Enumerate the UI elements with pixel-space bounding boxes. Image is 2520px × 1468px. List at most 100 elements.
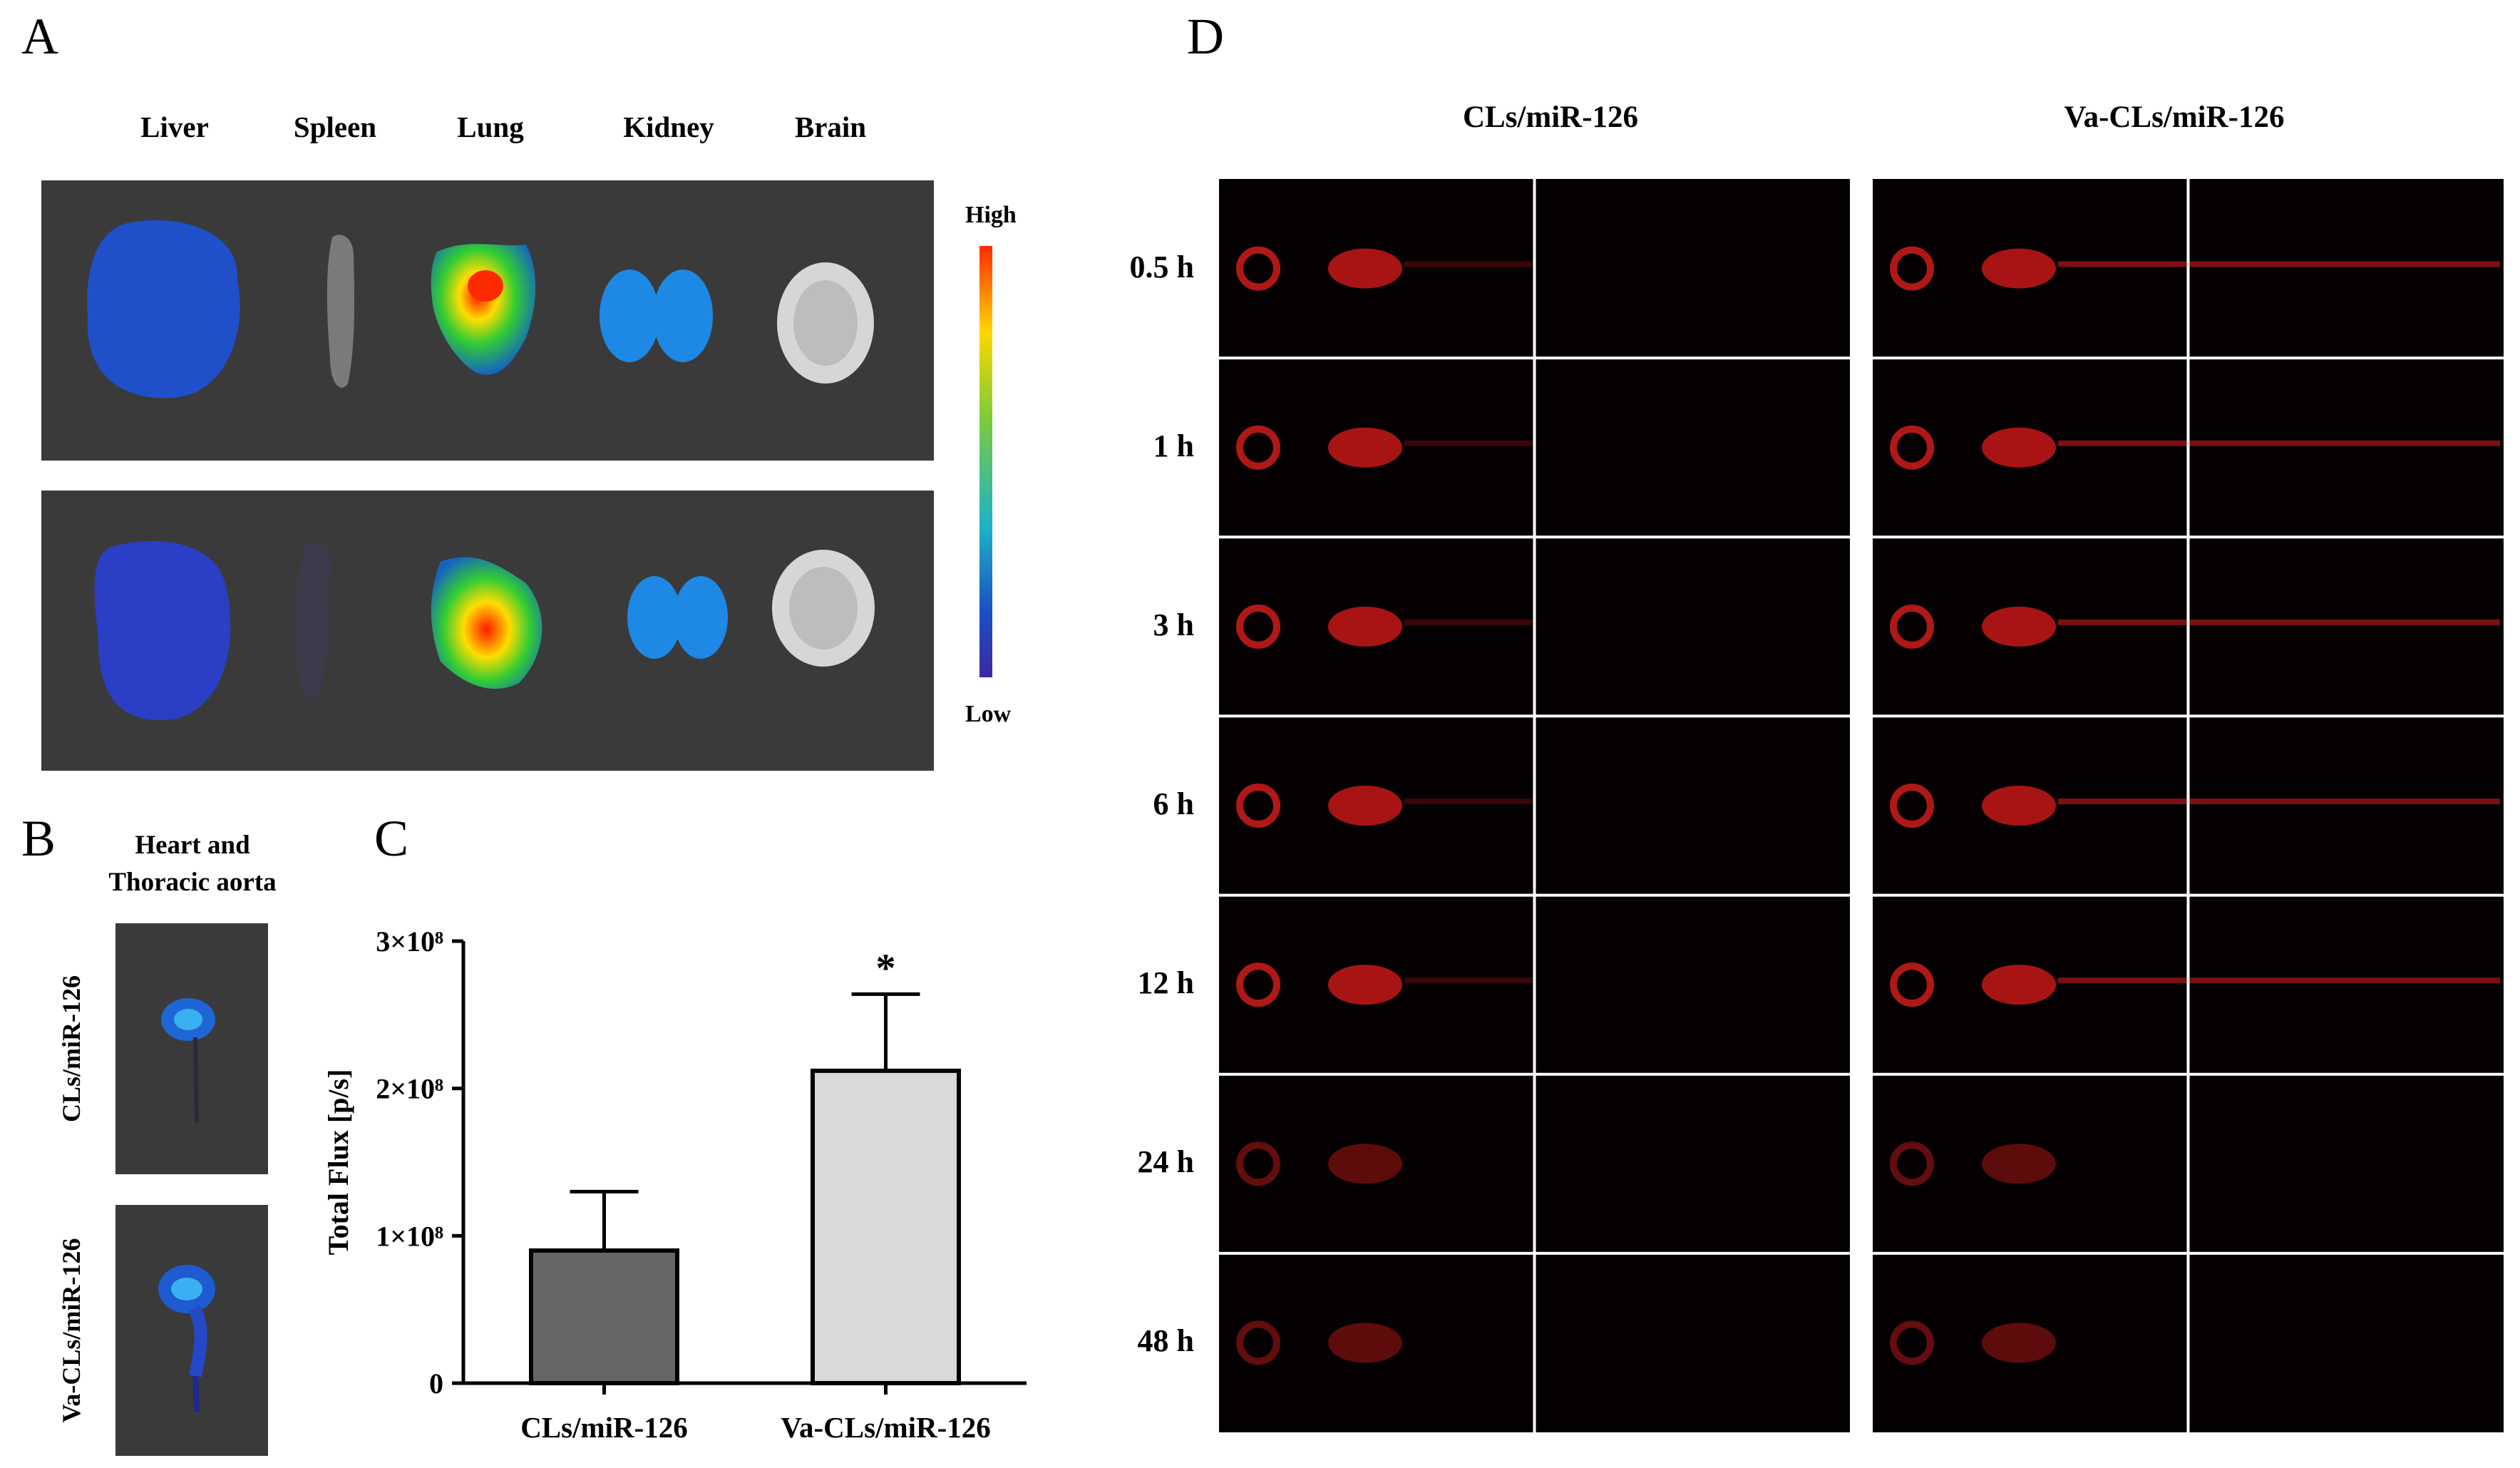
organ-label-spleen: Spleen	[293, 111, 377, 143]
fish-yolk	[1982, 1144, 2056, 1184]
panel-b-group-label-cls: CLs/miR-126	[57, 975, 86, 1122]
scale-low-label: Low	[965, 701, 1012, 727]
fish-yolk	[1328, 1323, 1402, 1363]
fish-yolk	[1328, 786, 1402, 826]
y-tick-label: 1×10⁸	[376, 1220, 443, 1252]
panel-b-title-line2: Thoracic aorta	[108, 868, 277, 897]
y-tick-label: 3×10⁸	[376, 925, 443, 958]
x-tick-label: Va-CLs/miR-126	[781, 1411, 991, 1444]
panel-d-letter: D	[1187, 8, 1224, 65]
organ-image-top	[41, 180, 934, 461]
fish-eye	[1236, 784, 1280, 828]
zebrafish-row	[1236, 604, 1533, 649]
fish-eye	[1890, 963, 1934, 1007]
fish-trunk-signal	[1404, 440, 1533, 446]
y-axis-label: Total Flux [p/s]	[322, 1069, 354, 1256]
zebrafish-row	[1236, 1320, 1402, 1365]
fish-trunk-signal	[1404, 977, 1533, 984]
fish-yolk	[1328, 248, 1402, 289]
fish-eye	[1890, 1320, 1934, 1365]
organ-image-bottom	[41, 491, 934, 771]
timepoint-label: 6 h	[1153, 786, 1194, 821]
fish-trunk-signal	[1404, 619, 1533, 625]
fish-yolk	[1982, 427, 2056, 468]
fish-eye	[1890, 425, 1934, 470]
panel-b-title-line1: Heart and	[135, 831, 250, 860]
fish-trunk-signal	[2058, 977, 2500, 984]
timepoint-label: 12 h	[1137, 965, 1194, 1001]
organ-image-bottom-drawing	[94, 540, 875, 720]
zebrafish-row	[1890, 604, 2500, 649]
zebrafish-row	[1890, 246, 2500, 291]
fish-eye	[1236, 425, 1280, 470]
fish-eye	[1236, 604, 1280, 649]
panel-b-letter: B	[21, 810, 56, 867]
y-tick-label: 2×10⁸	[376, 1073, 443, 1105]
fish-yolk	[1982, 786, 2056, 826]
fish-eye	[1236, 1320, 1280, 1365]
zebrafish-row	[1890, 1320, 2056, 1365]
fish-yolk	[1982, 606, 2056, 647]
organ-label-brain: Brain	[794, 111, 867, 143]
fish-yolk	[1982, 1323, 2056, 1363]
organ-label-lung: Lung	[457, 111, 524, 143]
y-tick-label: 0	[429, 1367, 443, 1400]
x-tick-label: CLs/miR-126	[520, 1411, 688, 1444]
bar	[529, 1248, 679, 1385]
fish-trunk-signal	[2058, 799, 2500, 804]
timepoint-label: 3 h	[1153, 607, 1194, 642]
fish-image-grid-cls	[1219, 179, 1850, 1432]
fish-eye	[1236, 246, 1280, 291]
zebrafish-row	[1236, 963, 1533, 1007]
timepoint-label: 0.5 h	[1129, 249, 1194, 284]
zebrafish-row	[1890, 784, 2500, 828]
organ-label-liver: Liver	[140, 111, 209, 143]
fish-eye	[1890, 246, 1934, 291]
heart-image-va-cls	[115, 1205, 268, 1456]
zebrafish-row	[1236, 784, 1533, 828]
zebrafish-row	[1890, 1141, 2056, 1186]
fish-yolk	[1328, 1144, 1402, 1184]
fish-trunk-signal	[1404, 799, 1533, 804]
fish-image-grid-va-cls	[1873, 179, 2504, 1432]
significance-marker: *	[876, 946, 896, 990]
intensity-color-scale	[979, 246, 992, 677]
fish-eye	[1890, 784, 1934, 828]
panel-d-column-header-va-cls: Va-CLs/miR-126	[2064, 101, 2285, 134]
timepoint-label: 48 h	[1137, 1323, 1194, 1359]
panel-b-group-label-va-cls: Va-CLs/miR-126	[57, 1238, 86, 1423]
zebrafish-row	[1890, 425, 2500, 470]
fish-yolk	[1328, 427, 1402, 468]
zebrafish-row	[1236, 425, 1533, 470]
panel-a-letter: A	[21, 8, 58, 65]
total-flux-bar-chart: Total Flux [p/s] 0 1×10⁸ 2×10⁸ 3×10⁸ CLs/miR…	[322, 925, 1027, 1444]
fish-image-grid-cls-drawing	[1219, 179, 1850, 1432]
fish-yolk	[1328, 606, 1402, 647]
timepoint-label: 1 h	[1153, 428, 1194, 463]
fish-trunk-signal	[1404, 261, 1533, 267]
fish-eye	[1236, 1141, 1280, 1186]
organ-label-kidney: Kidney	[623, 111, 714, 143]
zebrafish-row	[1890, 963, 2500, 1007]
fish-eye	[1890, 604, 1934, 649]
fish-trunk-signal	[2058, 619, 2500, 625]
fish-yolk	[1328, 965, 1402, 1005]
fish-yolk	[1982, 965, 2056, 1005]
zebrafish-row	[1236, 246, 1533, 291]
timepoint-label: 24 h	[1137, 1144, 1194, 1180]
fish-trunk-signal	[2058, 440, 2500, 446]
scale-high-label: High	[965, 202, 1017, 228]
fish-trunk-signal	[2058, 261, 2500, 267]
heart-image-cls-drawing	[161, 998, 215, 1124]
fish-eye	[1890, 1141, 1934, 1186]
heart-image-cls	[115, 923, 268, 1174]
panel-b-title: Heart and Thoracic aorta	[78, 827, 307, 901]
panel-c-letter: C	[374, 810, 409, 867]
bar	[811, 1068, 961, 1385]
organ-image-top-drawing	[87, 220, 874, 399]
zebrafish-row	[1236, 1141, 1402, 1186]
fish-eye	[1236, 963, 1280, 1007]
heart-image-va-cls-drawing	[158, 1265, 215, 1412]
fish-image-grid-va-cls-drawing	[1873, 179, 2504, 1432]
fish-yolk	[1982, 248, 2056, 289]
